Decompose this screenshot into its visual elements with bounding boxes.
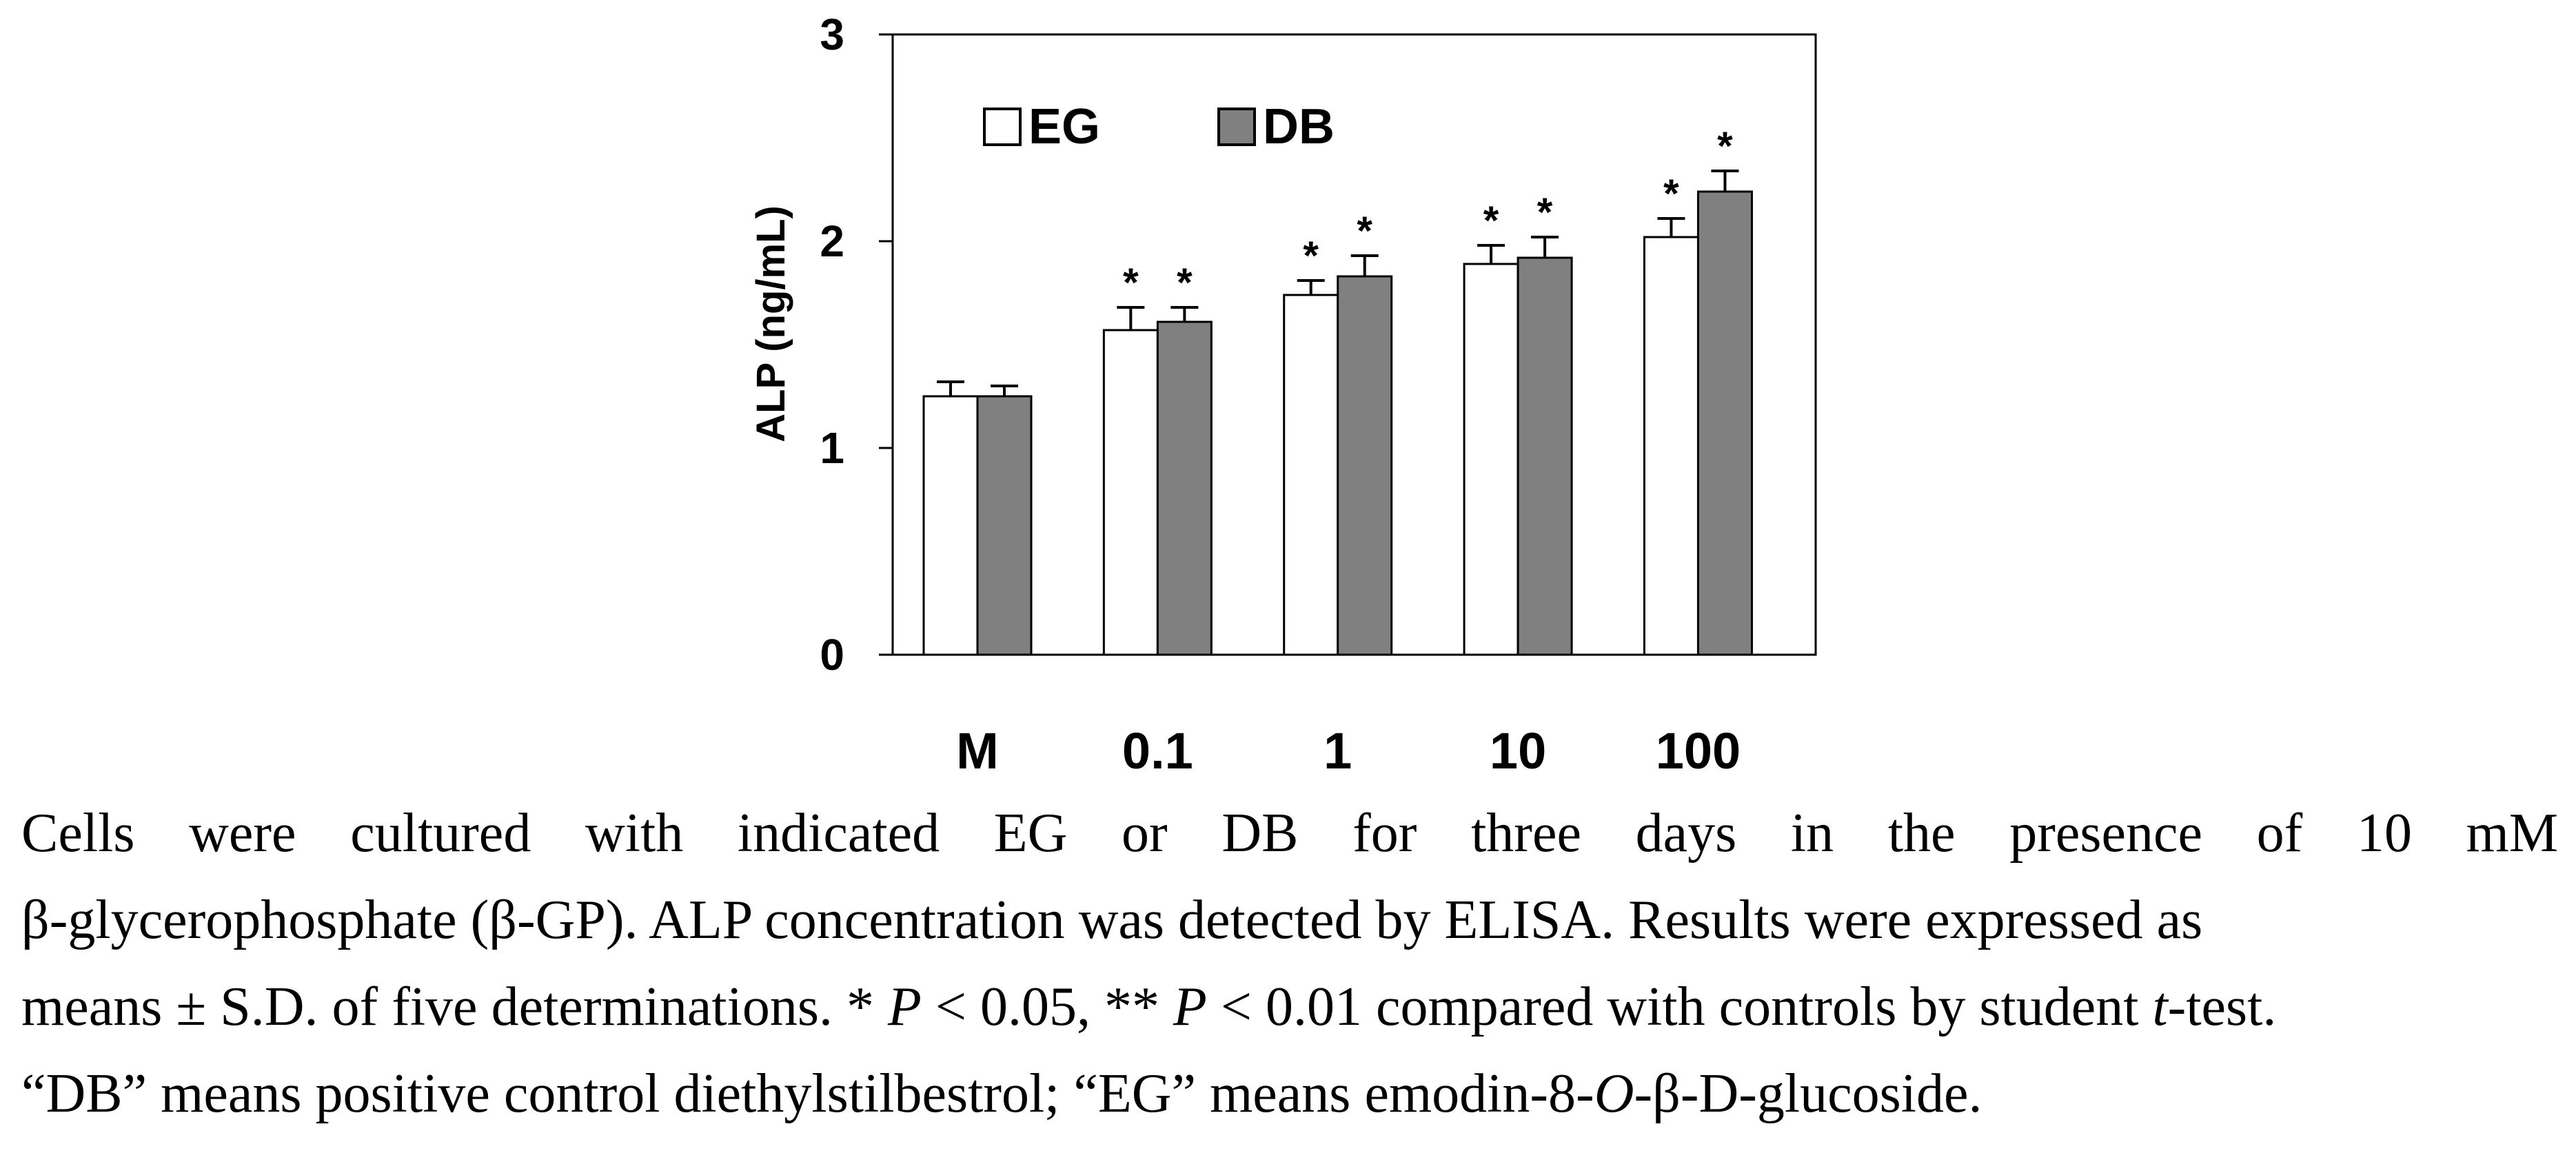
significance-star: * (1717, 124, 1733, 169)
x-tick-label: 0.1 (1122, 722, 1193, 779)
caption-italic-o: O (1594, 1063, 1634, 1124)
caption-italic-t: t (2152, 977, 2168, 1037)
caption-line-1: Cells were cultured with indicated EG or… (21, 803, 2558, 864)
bar-db (1156, 320, 1213, 656)
legend-swatch-db (1217, 108, 1256, 146)
bar-eg (1283, 294, 1339, 656)
bar-db (1337, 275, 1393, 656)
bar-chart: 0 1 2 3 M 0.1 1 10 100 * * * * * * * * EG DB ALP (ng/mL… (749, 10, 1817, 779)
significance-star: * (1177, 261, 1193, 305)
legend-label-eg: EG (1028, 99, 1100, 154)
bar-db (1696, 190, 1753, 656)
caption-italic-p: P (1173, 977, 1207, 1037)
significance-star: * (1123, 261, 1139, 305)
caption-text: “DB” means positive control diethylstilb… (21, 1063, 1594, 1124)
caption-small-caps-d: D (1698, 1063, 1739, 1124)
significance-marks: * * * * * * * * (1123, 124, 1733, 305)
caption-text: -test. (2167, 977, 2277, 1037)
caption-line-4: “DB” means positive control diethylstilb… (21, 1050, 2558, 1137)
y-axis: 0 1 2 3 (820, 10, 893, 680)
caption-line-3: means ± S.D. of five determinations. * P… (21, 963, 2558, 1050)
bar-eg (1463, 263, 1519, 656)
x-axis: M 0.1 1 10 100 (956, 722, 1741, 779)
legend-label-db: DB (1263, 99, 1335, 154)
bar-eg (1643, 236, 1699, 656)
caption-line-2: β-glycerophosphate (β-GP). ALP concentra… (21, 890, 2203, 950)
bar-eg (1102, 329, 1159, 656)
caption-text: means ± S.D. of five determinations. * (21, 977, 888, 1037)
caption-text: -glucoside. (1738, 1063, 1982, 1124)
x-tick-label: 1 (1324, 722, 1352, 779)
error-bars (937, 170, 1739, 396)
significance-star: * (1357, 209, 1372, 254)
legend-swatch-eg (983, 108, 1022, 146)
caption-italic-p: P (888, 977, 922, 1037)
y-axis-label: ALP (ng/mL) (749, 205, 793, 442)
significance-star: * (1483, 198, 1499, 243)
y-tick-label: 3 (820, 10, 844, 59)
significance-star: * (1537, 190, 1553, 235)
bars (922, 190, 1753, 656)
figure-caption: Cells were cultured with indicated EG or… (21, 790, 2558, 1137)
bar-db (1517, 256, 1573, 656)
y-tick-label: 2 (820, 216, 844, 266)
caption-text: < 0.01 compared with controls by student (1206, 977, 2153, 1037)
bar-eg (922, 395, 979, 656)
legend: EG DB (983, 99, 1335, 154)
x-tick-label: 10 (1490, 722, 1546, 779)
caption-text: -β- (1634, 1063, 1699, 1124)
caption-text: < 0.05, ** (921, 977, 1173, 1037)
significance-star: * (1303, 234, 1319, 278)
x-tick-label: M (956, 722, 999, 779)
bar-db (976, 395, 1033, 656)
significance-star: * (1663, 172, 1679, 216)
y-tick-label: 1 (820, 423, 844, 473)
y-tick-label: 0 (820, 630, 844, 680)
x-tick-label: 100 (1656, 722, 1741, 779)
